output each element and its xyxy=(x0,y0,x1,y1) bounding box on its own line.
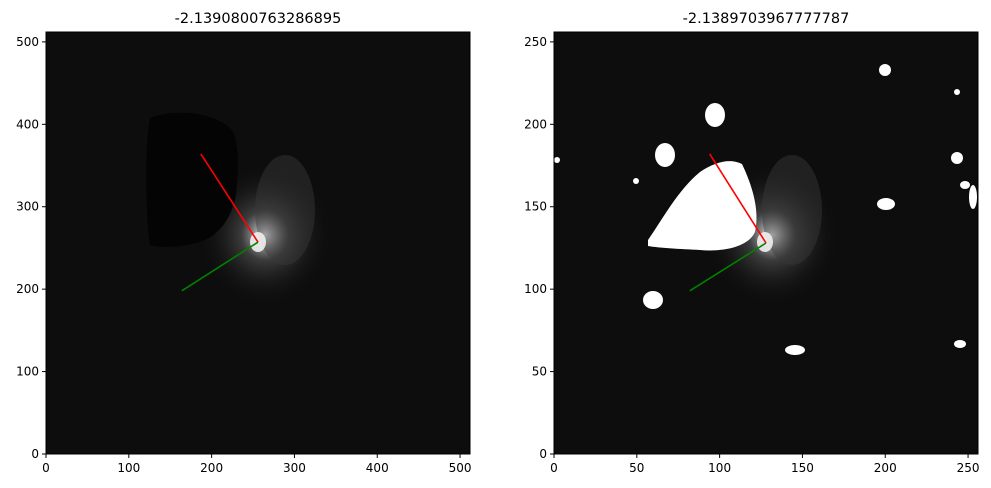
right-x-ticks: 0 50 100 150 200 250 xyxy=(550,454,980,475)
right-white-blob xyxy=(960,181,970,189)
y-tick-label: 500 xyxy=(16,35,39,49)
left-axes-frame xyxy=(45,31,471,455)
x-tick-label: 200 xyxy=(200,461,223,475)
left-x-ticks: 0 100 200 300 400 500 xyxy=(42,454,472,475)
right-white-blob xyxy=(705,103,725,127)
right-white-blob xyxy=(655,143,675,167)
right-white-blob xyxy=(877,198,895,210)
x-tick-label: 500 xyxy=(449,461,472,475)
y-tick-label: 0 xyxy=(539,447,547,461)
right-white-blob xyxy=(554,157,560,163)
right-white-mask xyxy=(648,161,757,251)
right-galaxy-arm xyxy=(762,155,822,265)
left-lines xyxy=(181,153,259,292)
left-image xyxy=(46,32,470,454)
x-tick-label: 0 xyxy=(42,461,50,475)
y-tick-label: 250 xyxy=(524,35,547,49)
right-white-blob xyxy=(879,64,891,76)
right-white-blob xyxy=(969,185,977,209)
right-white-blob xyxy=(633,178,639,184)
right-lines xyxy=(689,153,767,292)
left-dark-mask xyxy=(146,112,238,247)
y-tick-label: 0 xyxy=(31,447,39,461)
red-line xyxy=(709,153,767,244)
y-tick-label: 50 xyxy=(532,365,547,379)
x-tick-label: 200 xyxy=(874,461,897,475)
x-tick-label: 150 xyxy=(791,461,814,475)
left-title: -2.1390800763286895 xyxy=(175,11,342,27)
right-white-blob xyxy=(954,89,960,95)
y-tick-label: 100 xyxy=(16,365,39,379)
right-white-blob xyxy=(785,345,805,355)
y-tick-label: 300 xyxy=(16,200,39,214)
red-line xyxy=(200,153,259,243)
x-tick-label: 0 xyxy=(550,461,558,475)
x-tick-label: 400 xyxy=(366,461,389,475)
x-tick-label: 250 xyxy=(957,461,980,475)
x-tick-label: 100 xyxy=(117,461,140,475)
left-y-ticks: 0 100 200 300 400 500 xyxy=(16,35,46,461)
right-y-ticks: 0 50 100 150 200 250 xyxy=(524,35,554,461)
y-tick-label: 150 xyxy=(524,200,547,214)
right-title: -2.1389703967777787 xyxy=(683,11,850,27)
right-white-blob xyxy=(951,152,963,164)
right-white-blob xyxy=(954,340,966,348)
right-axes-frame xyxy=(553,31,979,455)
x-tick-label: 100 xyxy=(708,461,731,475)
right-panel: -2.1389703967777787 0 50 100 150 200 250 0 50 1… xyxy=(524,11,979,475)
x-tick-label: 50 xyxy=(629,461,644,475)
y-tick-label: 200 xyxy=(524,117,547,131)
x-tick-label: 300 xyxy=(283,461,306,475)
left-galaxy-arm xyxy=(255,155,315,265)
y-tick-label: 100 xyxy=(524,282,547,296)
green-line xyxy=(689,242,767,292)
right-white-blob xyxy=(643,291,663,309)
y-tick-label: 200 xyxy=(16,282,39,296)
left-panel: -2.1390800763286895 0 100 200 300 400 500 0 10… xyxy=(16,11,471,475)
green-line xyxy=(181,241,259,292)
y-tick-label: 400 xyxy=(16,117,39,131)
